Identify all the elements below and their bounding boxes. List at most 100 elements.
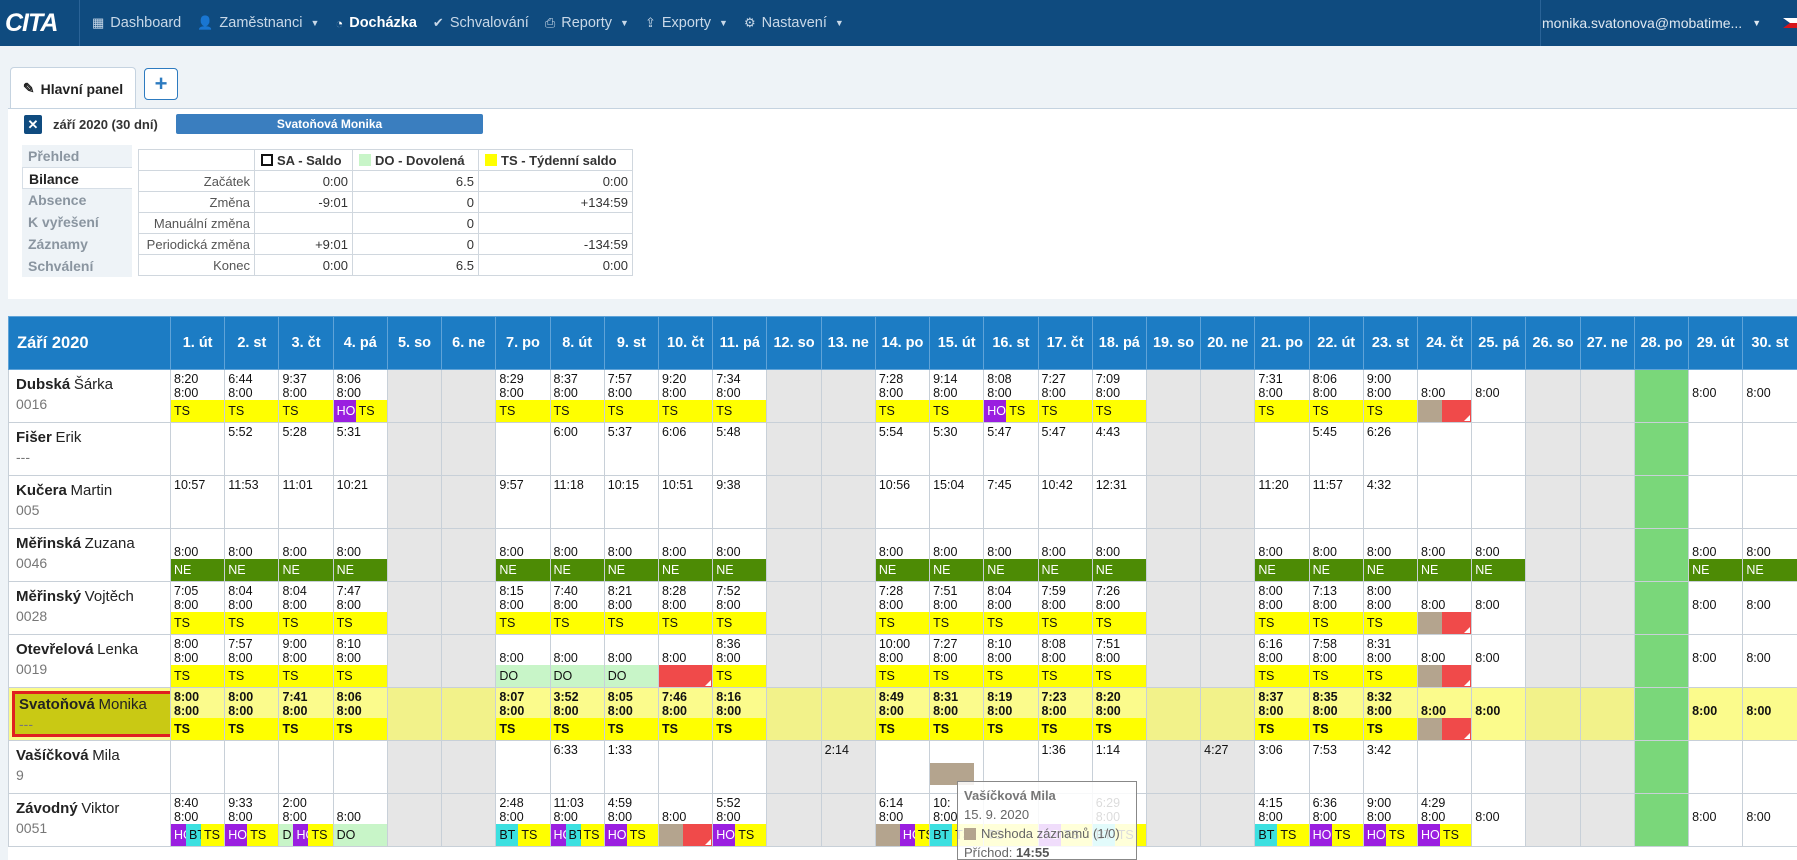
day-cell[interactable]: 8:00 NE [1362, 528, 1419, 582]
day-cell[interactable]: 4:29 8:00 HO TS [1417, 793, 1473, 847]
day-cell[interactable] [766, 634, 822, 688]
day-cell[interactable]: 8:00 [1417, 581, 1473, 635]
day-cell[interactable]: 5:45 [1308, 422, 1364, 476]
day-cell[interactable]: 7:05 8:00 TS [169, 581, 226, 635]
day-cell[interactable]: 8:00 NE [1471, 528, 1527, 582]
day-cell[interactable]: 8:37 8:00 TS [549, 369, 605, 423]
day-cell[interactable]: 8:00 NE [224, 528, 280, 582]
day-cell[interactable] [1417, 740, 1473, 794]
day-cell[interactable]: 8:00 NE [657, 528, 714, 582]
day-cell[interactable] [386, 369, 443, 423]
day-cell[interactable] [1579, 422, 1635, 476]
day-cell[interactable]: 7:13 8:00 TS [1308, 581, 1364, 635]
day-cell[interactable]: 8:00 DO [549, 634, 605, 688]
day-header[interactable]: 30. st [1742, 316, 1797, 370]
day-cell[interactable] [712, 740, 768, 794]
day-cell[interactable] [766, 475, 822, 529]
day-cell[interactable] [1579, 581, 1635, 635]
day-cell[interactable] [495, 422, 551, 476]
day-cell[interactable]: 8:00 NE [1308, 528, 1364, 582]
day-cell[interactable]: 9:00 8:00 TS [1362, 369, 1419, 423]
day-cell[interactable]: 8:00 [657, 793, 714, 847]
day-cell[interactable]: 9:00 8:00 HO TS [1362, 793, 1419, 847]
day-cell[interactable]: 6:00 [549, 422, 605, 476]
day-cell[interactable] [1525, 475, 1581, 529]
day-cell[interactable] [766, 581, 822, 635]
day-cell[interactable]: 4:15 8:00 BT TS [1254, 793, 1310, 847]
day-cell[interactable] [1579, 369, 1635, 423]
day-header[interactable]: 18. pá [1091, 316, 1147, 370]
day-header[interactable]: 14. po [874, 316, 931, 370]
day-cell[interactable] [1633, 634, 1690, 688]
day-cell[interactable]: 7:27 8:00 TS [929, 634, 985, 688]
day-cell[interactable] [1145, 369, 1202, 423]
day-header[interactable]: 20. ne [1200, 316, 1256, 370]
day-cell[interactable]: 8:00 NE [983, 528, 1039, 582]
day-cell[interactable]: 11:18 [549, 475, 605, 529]
day-cell[interactable] [766, 528, 822, 582]
day-cell[interactable]: 7:59 8:00 TS [1037, 581, 1093, 635]
employee-name-cell[interactable]: Závodný Viktor 0051 [8, 793, 171, 847]
day-cell[interactable]: 8:00 NE [874, 528, 931, 582]
day-cell[interactable] [1633, 422, 1690, 476]
day-cell[interactable]: 4:32 [1362, 475, 1419, 529]
day-cell[interactable] [820, 581, 876, 635]
day-cell[interactable]: 8:04 8:00 TS [983, 581, 1039, 635]
day-cell[interactable] [1633, 740, 1690, 794]
day-cell[interactable]: 6:06 [657, 422, 714, 476]
day-cell[interactable]: 7:34 8:00 TS [712, 369, 768, 423]
day-header[interactable]: 28. po [1633, 316, 1690, 370]
day-cell[interactable]: 8:20 8:00 TS [1091, 687, 1147, 741]
day-cell[interactable] [1633, 528, 1690, 582]
day-header[interactable]: 13. ne [820, 316, 876, 370]
day-cell[interactable] [1525, 634, 1581, 688]
day-cell[interactable] [1145, 422, 1202, 476]
day-cell[interactable] [1688, 740, 1744, 794]
day-cell[interactable]: 8:00 [1688, 634, 1744, 688]
day-cell[interactable] [1525, 740, 1581, 794]
day-cell[interactable]: 9:14 8:00 TS [929, 369, 985, 423]
day-cell[interactable]: 8:21 8:00 TS [603, 581, 659, 635]
employee-name-cell[interactable]: Fišer Erik --- [8, 422, 171, 476]
day-cell[interactable] [874, 740, 931, 794]
day-cell[interactable] [1688, 475, 1744, 529]
day-header[interactable]: 2. st [224, 316, 280, 370]
day-cell[interactable] [1254, 422, 1310, 476]
subnav-item-4[interactable]: Záznamy [22, 233, 132, 255]
day-cell[interactable]: 8:37 8:00 TS [1254, 687, 1310, 741]
day-cell[interactable]: 8:00 NE [549, 528, 605, 582]
day-cell[interactable]: 8:00 [1688, 581, 1744, 635]
day-header[interactable]: 11. pá [712, 316, 768, 370]
day-cell[interactable]: 5:28 [278, 422, 334, 476]
day-cell[interactable]: 3:52 8:00 TS [549, 687, 605, 741]
day-cell[interactable]: 8:08 8:00 TS [1037, 634, 1093, 688]
day-cell[interactable]: 8:10 8:00 TS [983, 634, 1039, 688]
day-cell[interactable] [1145, 793, 1202, 847]
day-cell[interactable]: 7:51 8:00 TS [1091, 634, 1147, 688]
day-cell[interactable] [1525, 581, 1581, 635]
day-cell[interactable]: 8:08 8:00 HO TS [983, 369, 1039, 423]
day-cell[interactable]: 5:47 [1037, 422, 1093, 476]
day-cell[interactable]: 11:038:00HOBTTS [549, 793, 605, 847]
employee-name-cell[interactable]: Měřinský Vojtěch 0028 [8, 581, 171, 635]
day-cell[interactable]: 1:33 [603, 740, 659, 794]
day-header[interactable]: 16. st [983, 316, 1039, 370]
day-cell[interactable] [1145, 634, 1202, 688]
day-header[interactable]: 7. po [495, 316, 551, 370]
day-cell[interactable]: 8:00 8:00 TS [169, 634, 226, 688]
day-cell[interactable]: 10:00 8:00 TS [874, 634, 931, 688]
day-cell[interactable] [657, 740, 714, 794]
day-cell[interactable]: 7:41 8:00 TS [278, 687, 334, 741]
day-cell[interactable]: 7:09 8:00 TS [1091, 369, 1147, 423]
day-cell[interactable] [441, 793, 497, 847]
day-cell[interactable]: 8:00 [1688, 369, 1744, 423]
day-cell[interactable] [1525, 422, 1581, 476]
day-cell[interactable]: 8:00 [1417, 369, 1473, 423]
day-cell[interactable]: 8:20 8:00 TS [169, 369, 226, 423]
day-cell[interactable]: 8:408:00HOBTTS [169, 793, 226, 847]
day-cell[interactable]: 11:53 [224, 475, 280, 529]
day-cell[interactable] [1742, 740, 1797, 794]
day-cell[interactable]: 6:26 [1362, 422, 1419, 476]
day-cell[interactable] [441, 634, 497, 688]
day-cell[interactable]: 8:00 DO [495, 634, 551, 688]
